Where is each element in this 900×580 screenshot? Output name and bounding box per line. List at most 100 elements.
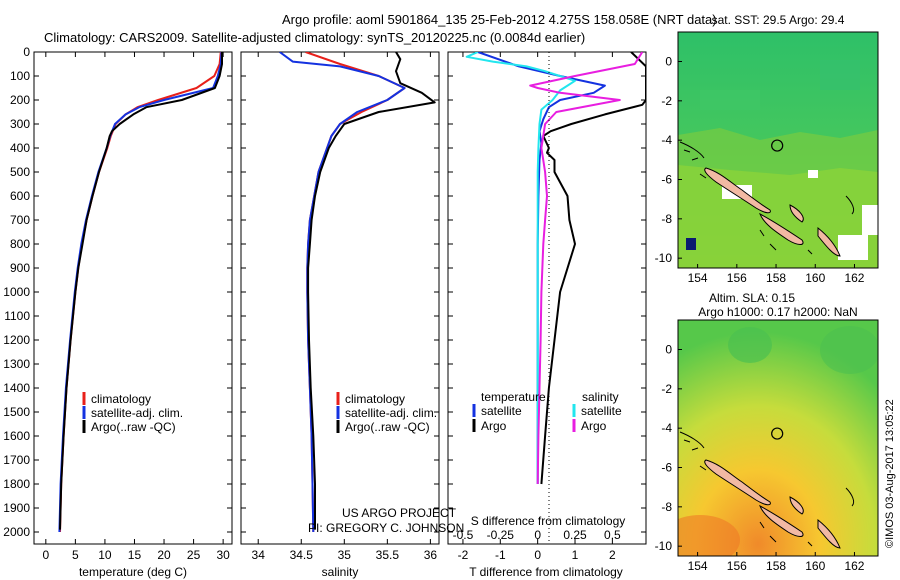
map-y-tick-label: 0 (665, 343, 672, 357)
imos-watermark: ©IMOS 03-Aug-2017 13:05:22 (884, 399, 896, 548)
sst-map-title: sat. SST: 29.5 Argo: 29.4 (712, 13, 845, 27)
map-y-tick-label: -4 (661, 133, 672, 147)
x-tick-label: 10 (98, 548, 112, 562)
temperature-legend: climatology satellite-adj. clim. Argo(..… (82, 392, 183, 434)
series-line-salinity-argo (529, 52, 644, 485)
difference-xlabel: T difference from climatology (469, 565, 623, 579)
legend-label-satellite: satellite-adj. clim. (345, 406, 437, 420)
sla-map-axis-ticks: 154 156 158 160 162 0 -2 -4 -6 -8 -10 (655, 343, 865, 574)
map-x-tick-label: 156 (727, 559, 747, 573)
series-line-argo (59, 52, 223, 530)
sla-map-title-line2: Argo h1000: 0.17 h2000: NaN (698, 305, 857, 319)
y-tick-label: 1800 (3, 477, 30, 491)
y-tick-label: 300 (10, 117, 30, 131)
map-y-tick-label: -4 (661, 421, 672, 435)
x-tick-label: 0 (42, 548, 49, 562)
series-line-climatology (305, 52, 406, 533)
series-line-climatology (59, 52, 222, 533)
legend-label-climatology: climatology (345, 392, 405, 406)
temperature-xlabel: temperature (deg C) (79, 565, 187, 579)
y-tick-label: 1500 (3, 405, 30, 419)
temperature-profile-series (58, 52, 223, 533)
map-x-tick-label: 162 (844, 271, 864, 285)
x-tick-label: -1 (495, 548, 506, 562)
legend-label-sal-argo: Argo (581, 419, 607, 433)
y-tick-label: 1100 (4, 309, 30, 323)
y-tick-label: 700 (10, 213, 30, 227)
s-tick-label: 0 (534, 528, 541, 542)
y-tick-label: 1600 (3, 429, 30, 443)
salinity-profile-series (279, 52, 436, 533)
map-x-tick-label: 162 (844, 559, 864, 573)
y-tick-label: 1000 (3, 285, 30, 299)
x-tick-label: 35.5 (376, 548, 400, 562)
sst-map-axis-ticks: 154 156 158 160 162 0 -2 -4 -6 -8 -10 (655, 55, 865, 286)
project-pi: PI: GREGORY C. JOHNSON (308, 521, 464, 535)
x-tick-label: 34 (252, 548, 266, 562)
map-y-tick-label: 0 (665, 55, 672, 69)
legend-label-argo: Argo(..raw -QC) (345, 420, 430, 434)
y-tick-label: 200 (10, 93, 30, 107)
map-y-tick-label: -10 (655, 251, 673, 265)
map-y-tick-label: -6 (661, 173, 672, 187)
y-tick-label: 400 (10, 141, 30, 155)
x-tick-label: 35 (338, 548, 352, 562)
map-y-tick-label: -6 (661, 461, 672, 475)
x-tick-label: 36 (424, 548, 438, 562)
sla-map-field (678, 320, 878, 556)
map-x-tick-label: 156 (727, 271, 747, 285)
map-y-tick-label: -2 (661, 94, 672, 108)
sst-map-frame (677, 31, 879, 269)
y-tick-label: 600 (10, 189, 30, 203)
sla-map-title-line1: Altim. SLA: 0.15 (709, 291, 795, 305)
project-name: US ARGO PROJECT (342, 506, 457, 520)
x-tick-label: 34.5 (290, 548, 314, 562)
difference-xlabel-top: S difference from climatology (471, 514, 626, 528)
y-tick-label: 500 (10, 165, 30, 179)
y-tick-label: 0 (23, 45, 30, 59)
x-tick-label: 1 (572, 548, 579, 562)
y-tick-label: 2000 (3, 525, 30, 539)
map-y-tick-label: -10 (655, 539, 673, 553)
map-y-tick-label: -8 (661, 212, 672, 226)
x-tick-label: 15 (128, 548, 142, 562)
y-tick-label: 900 (10, 261, 30, 275)
legend-label-climatology: climatology (91, 392, 151, 406)
legend-label-sal-satellite: satellite (581, 404, 622, 418)
s-tick-label: 0.25 (563, 528, 587, 542)
figure-title-line2: Climatology: CARS2009. Satellite-adjuste… (44, 30, 585, 45)
sla-map-frame (677, 319, 879, 557)
series-line-salinity-satellite (465, 52, 576, 484)
difference-panel (447, 51, 647, 545)
map-x-tick-label: 158 (766, 559, 786, 573)
y-tick-label: 1900 (3, 501, 30, 515)
s-tick-label: -0.25 (487, 528, 515, 542)
map-y-tick-label: -8 (661, 500, 672, 514)
map-x-tick-label: 154 (688, 271, 708, 285)
s-tick-label: -0.5 (453, 528, 474, 542)
series-line-satellite (58, 52, 223, 533)
s-tick-label: 0.5 (604, 528, 621, 542)
difference-profile-series (465, 52, 646, 485)
difference-legend: temperature salinity satellite Argo sate… (472, 390, 622, 433)
x-tick-label: 20 (157, 548, 171, 562)
sst-map-field (678, 32, 878, 268)
x-tick-label: 2 (609, 548, 616, 562)
series-lines-layer (58, 52, 646, 533)
legend-label-satellite: satellite-adj. clim. (91, 406, 183, 420)
legend-heading-salinity: salinity (582, 390, 619, 404)
salinity-legend: climatology satellite-adj. clim. Argo(..… (336, 392, 437, 434)
y-tick-label: 1200 (3, 333, 30, 347)
x-tick-label: -2 (458, 548, 469, 562)
salinity-panel (240, 51, 440, 545)
x-tick-label: 5 (72, 548, 79, 562)
axis-ticks-layer: 0 5 10 15 20 25 300100200300400500600700800900… (3, 45, 646, 562)
series-line-satellite (279, 52, 406, 533)
y-tick-label: 1300 (3, 357, 30, 371)
series-line-temperature-argo (540, 52, 646, 485)
map-x-tick-label: 154 (688, 559, 708, 573)
x-tick-label: 30 (216, 548, 230, 562)
y-tick-label: 100 (10, 69, 30, 83)
legend-heading-temperature: temperature (481, 390, 546, 404)
